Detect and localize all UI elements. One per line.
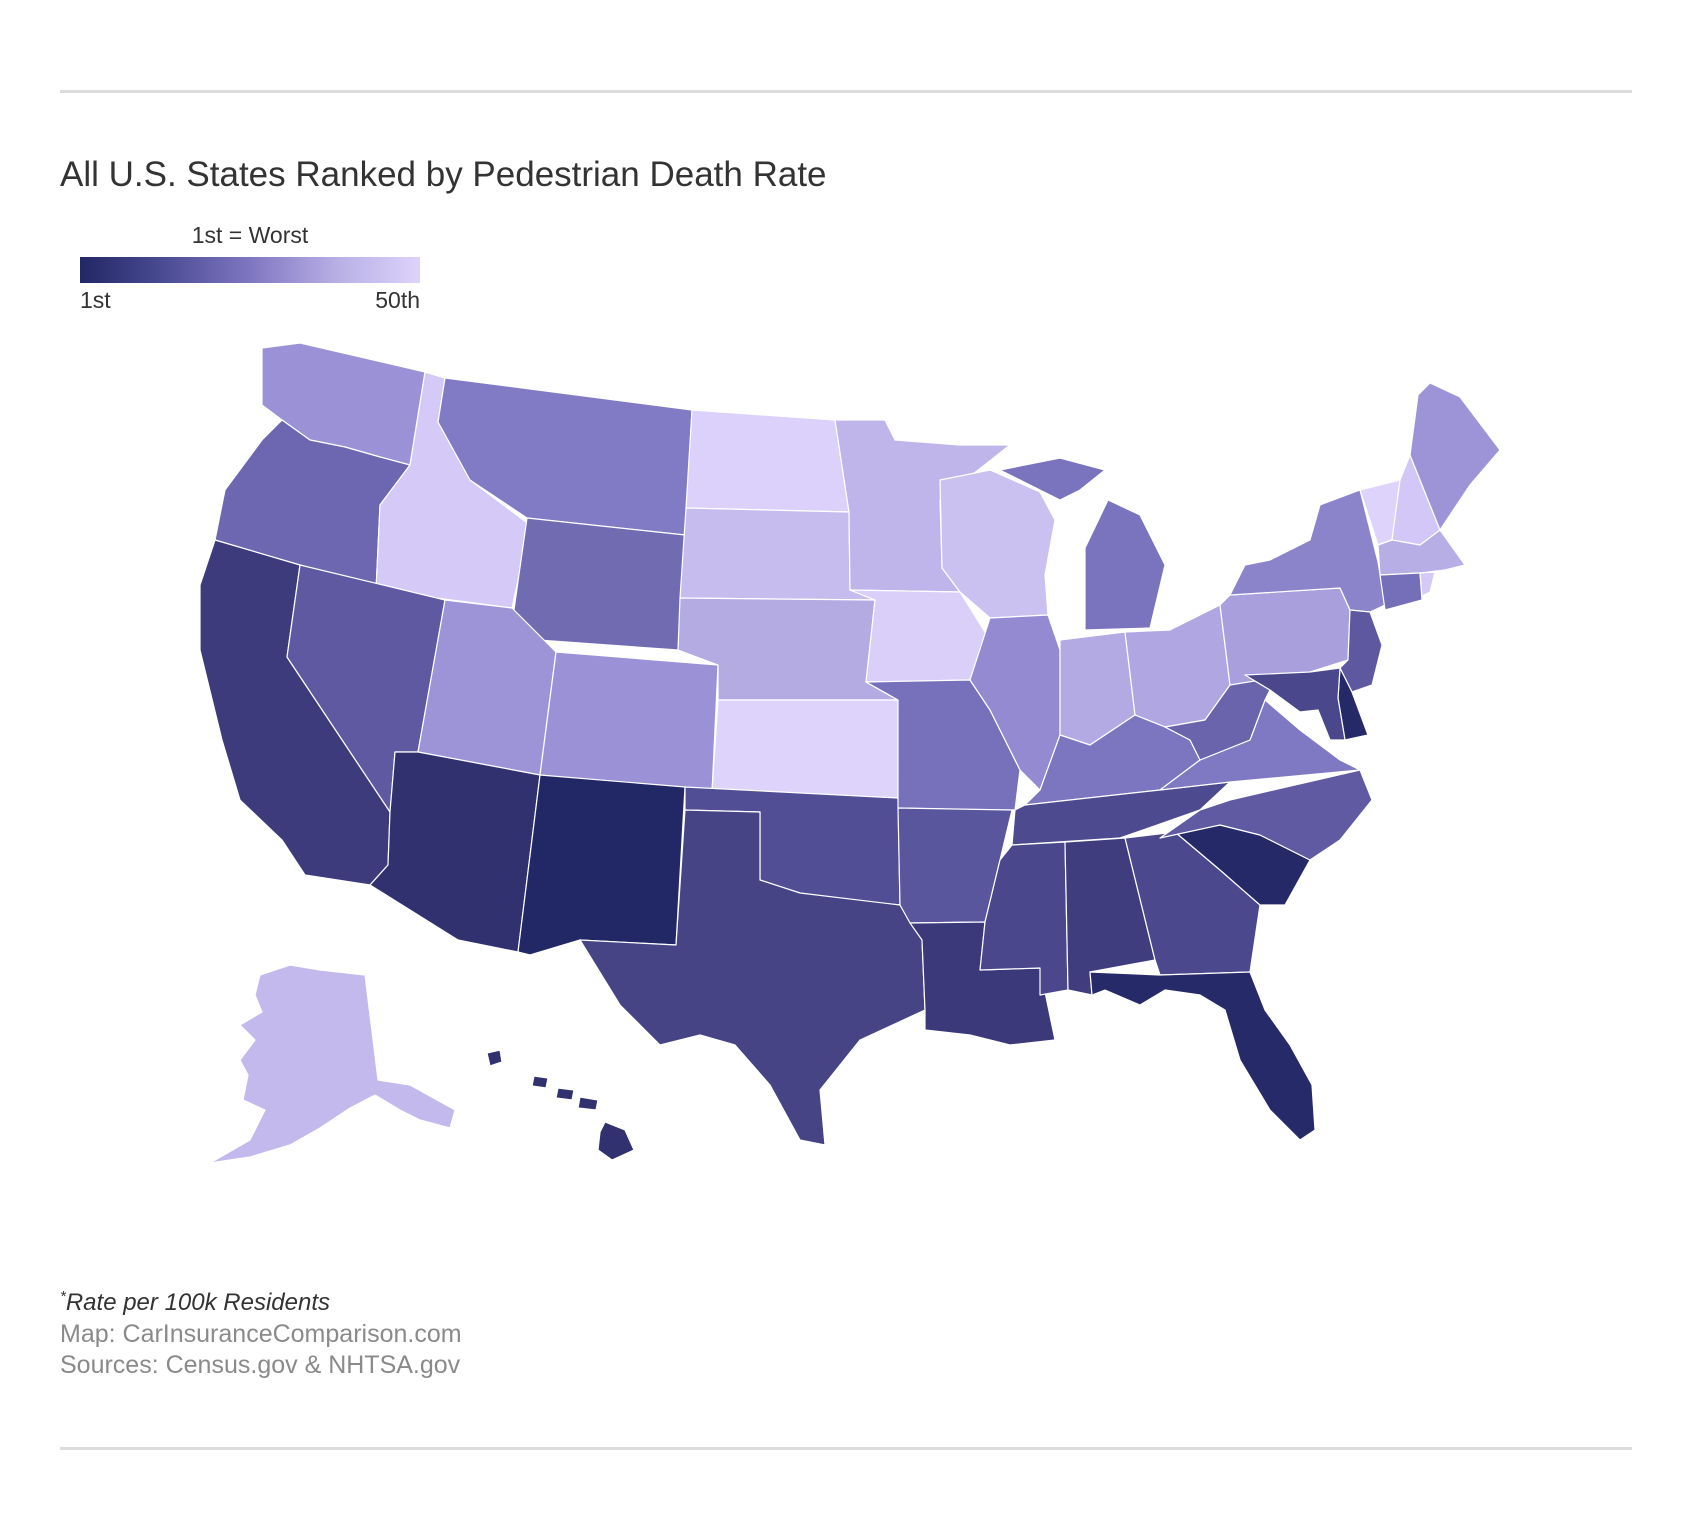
footnote-text: Rate per 100k Residents [65, 1289, 330, 1316]
state-CO[interactable] [539, 651, 719, 793]
legend-color-scale [80, 257, 420, 283]
state-NJ[interactable] [1339, 609, 1383, 693]
state-WI[interactable] [939, 469, 1056, 619]
state-TX[interactable] [579, 809, 926, 1146]
sources-credit: Sources: Census.gov & NHTSA.gov [60, 1351, 461, 1379]
state-AK[interactable] [209, 964, 456, 1164]
map-credit: Map: CarInsuranceComparison.com [60, 1320, 462, 1348]
legend-min-label: 1st [80, 287, 111, 313]
state-CT[interactable] [1379, 572, 1423, 611]
state-NY[interactable] [1229, 489, 1386, 613]
state-AZ[interactable] [369, 751, 541, 953]
state-NM[interactable] [517, 774, 686, 956]
footnote-marker: * [60, 1288, 66, 1305]
state-ND[interactable] [685, 409, 850, 513]
state-KS[interactable] [711, 699, 899, 799]
state-FL[interactable] [1089, 971, 1316, 1141]
legend-caption: 1st = Worst [191, 222, 309, 248]
state-SD[interactable] [679, 507, 876, 601]
state-MD[interactable] [1244, 667, 1346, 741]
legend-max-label: 50th [375, 287, 420, 313]
state-WY[interactable] [509, 517, 686, 651]
state-MI[interactable] [999, 457, 1166, 631]
bottom-divider [60, 1447, 1632, 1450]
page-title: All U.S. States Ranked by Pedestrian Dea… [60, 155, 827, 194]
state-RI[interactable] [1419, 571, 1436, 597]
state-NC[interactable] [1159, 769, 1373, 861]
state-ME[interactable] [1409, 382, 1501, 531]
state-HI[interactable] [486, 1049, 635, 1161]
top-divider [60, 90, 1632, 93]
rate-footnote: *Rate per 100k Residents [60, 1288, 330, 1317]
